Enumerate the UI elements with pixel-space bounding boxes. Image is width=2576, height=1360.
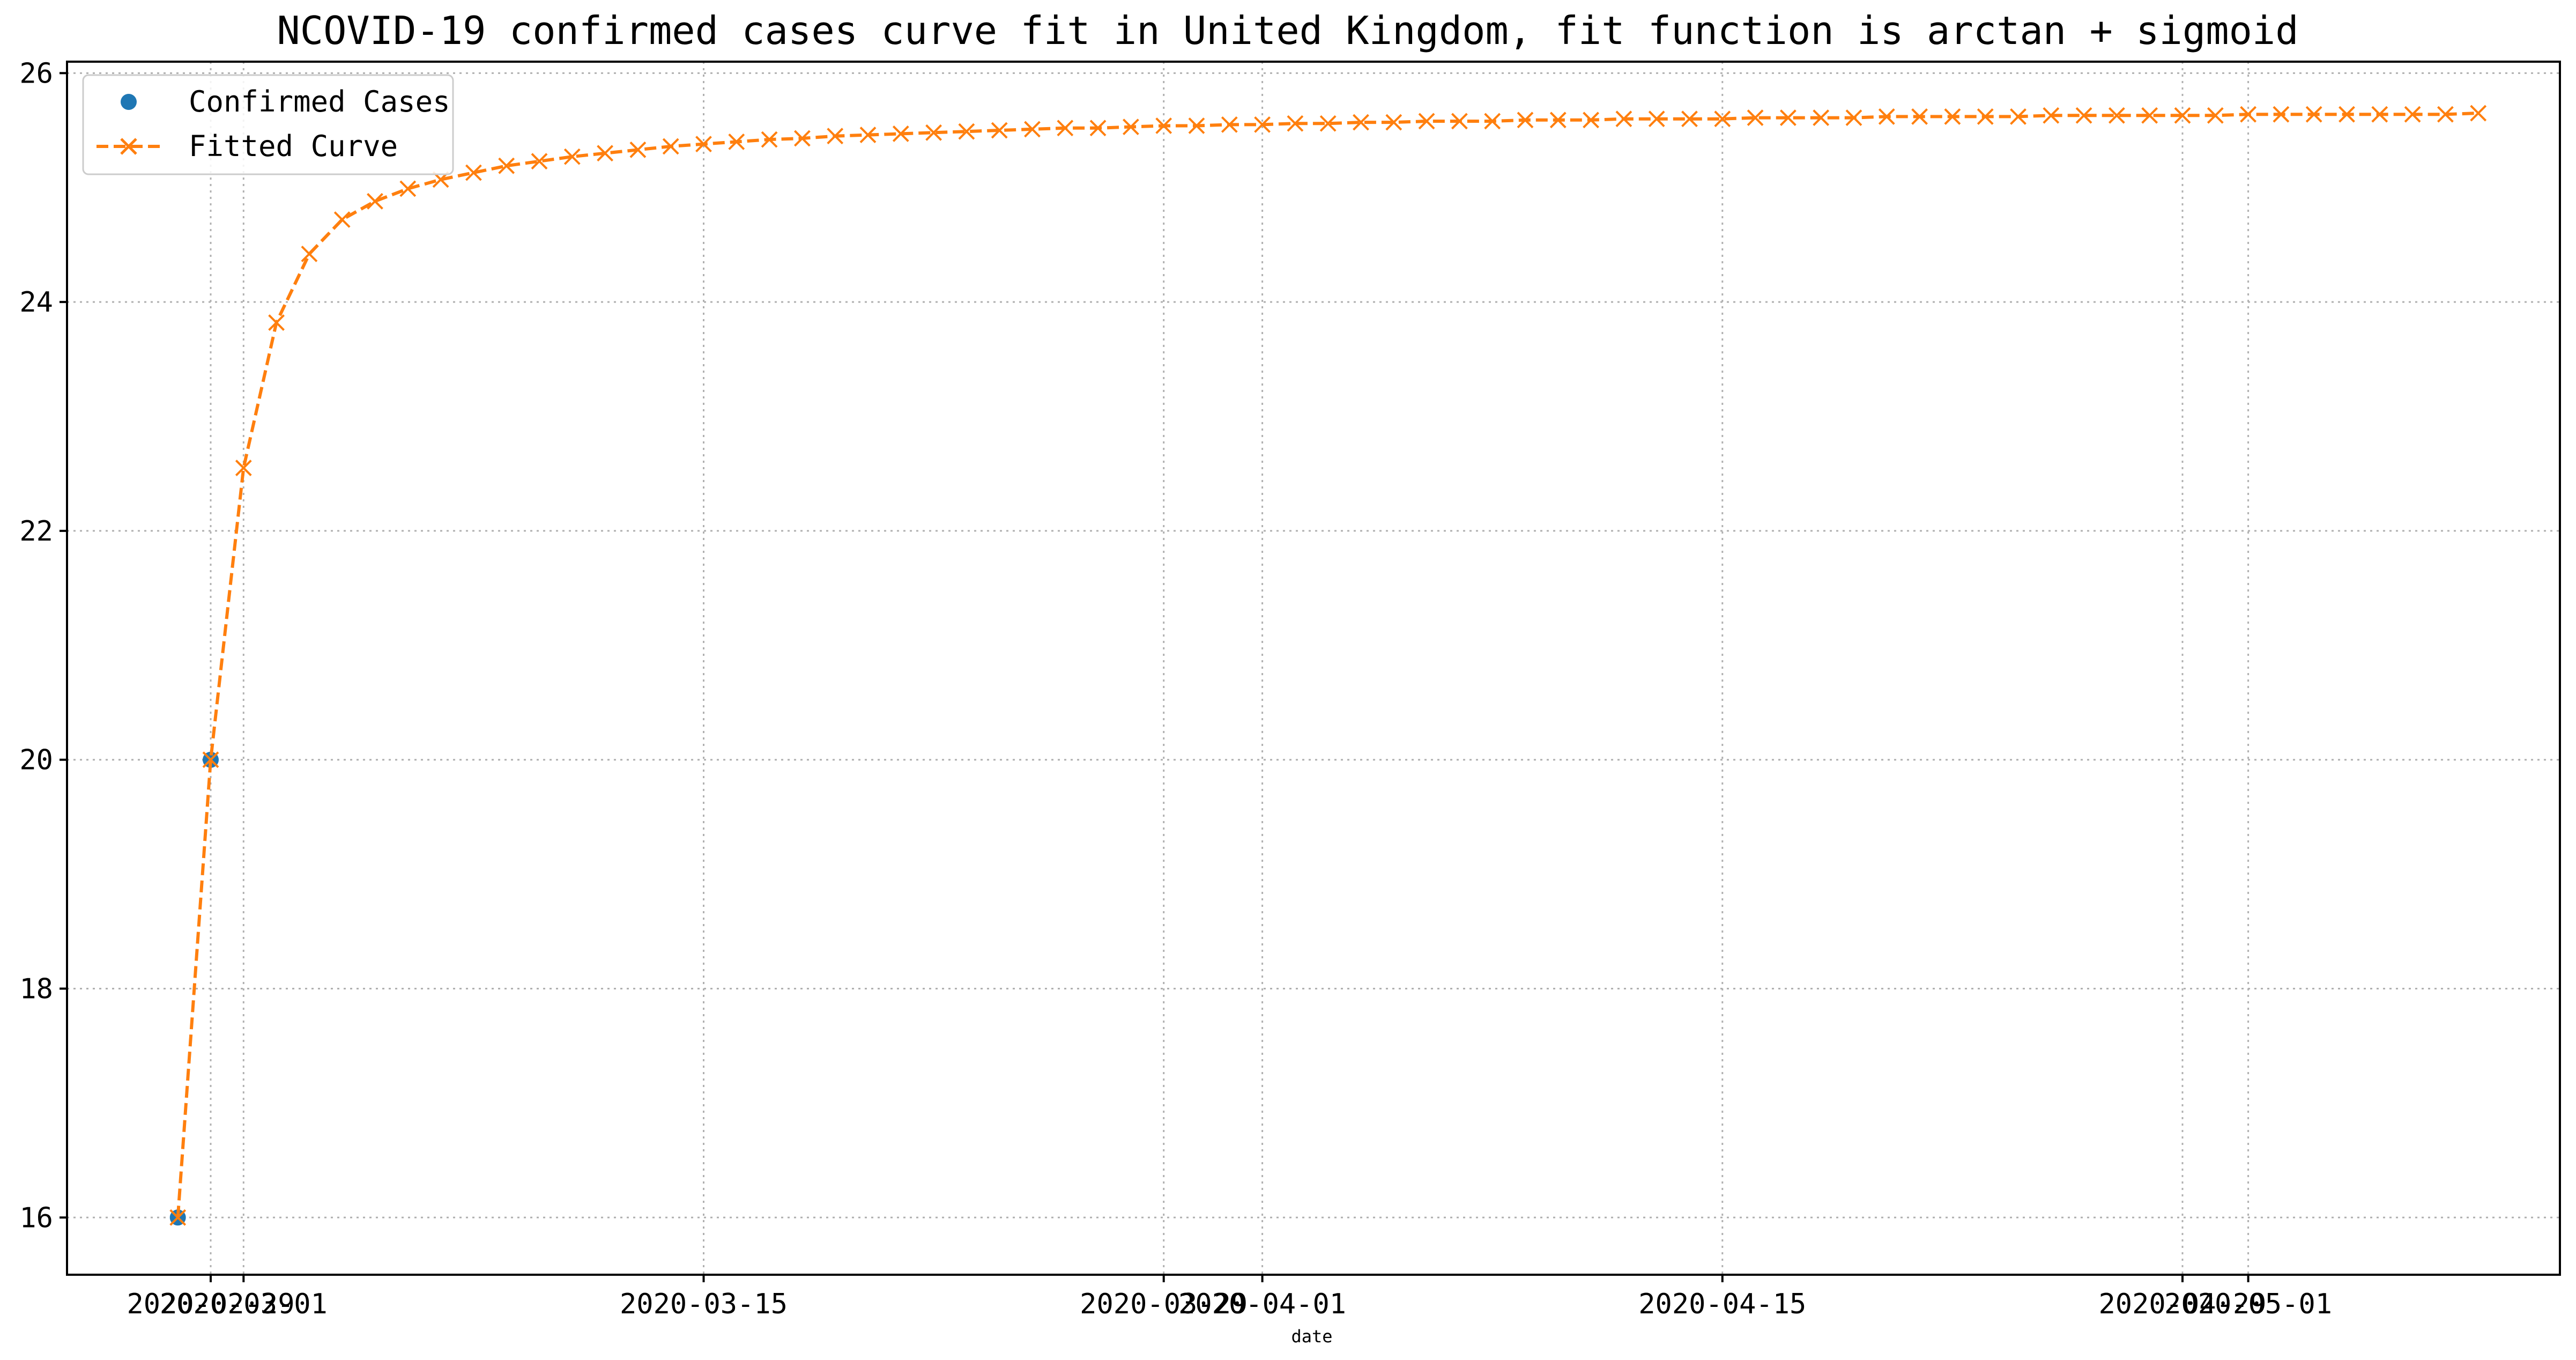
chart-title: NCOVID-19 confirmed cases curve fit in U…	[277, 8, 2298, 53]
legend-label-confirmed: Confirmed Cases	[189, 85, 450, 119]
x-tick-label: 2020-04-01	[1178, 1288, 1346, 1320]
x-tick-label: 2020-03-01	[160, 1288, 328, 1320]
x-axis-label: date	[1291, 1326, 1332, 1347]
y-tick-label: 18	[19, 973, 53, 1006]
y-tick-label: 16	[19, 1202, 53, 1234]
legend-marker-confirmed	[121, 94, 137, 110]
y-tick-label: 20	[19, 744, 53, 777]
y-tick-label: 24	[19, 286, 53, 319]
x-tick-label: 2020-05-01	[2164, 1288, 2332, 1320]
y-tick-label: 22	[19, 515, 53, 548]
x-tick-label: 2020-03-15	[620, 1288, 788, 1320]
y-tick-label: 26	[19, 57, 53, 90]
x-tick-label: 2020-04-15	[1638, 1288, 1806, 1320]
legend-label-fitted: Fitted Curve	[189, 129, 398, 163]
legend: Confirmed Cases Fitted Curve	[83, 75, 453, 174]
